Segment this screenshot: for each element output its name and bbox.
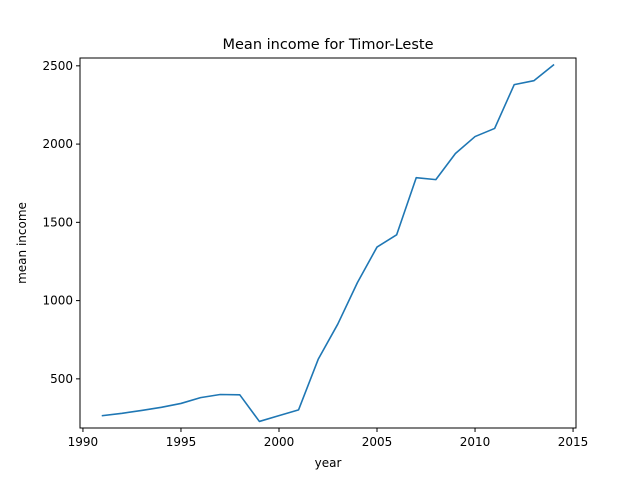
x-tick-label: 2015: [558, 435, 589, 449]
x-tick-label: 2000: [264, 435, 295, 449]
y-tick-label: 1000: [42, 294, 73, 308]
chart-title: Mean income for Timor-Leste: [223, 37, 434, 53]
x-axis: 1990 1995 2000 2005 2010 2015: [68, 428, 589, 449]
series-line: [101, 63, 555, 423]
y-axis-label: mean income: [15, 202, 29, 284]
y-axis: 500 1000 1500 2000 2500: [42, 59, 80, 386]
y-tick-label: 2000: [42, 137, 73, 151]
axes-frame: [79, 57, 577, 429]
x-tick-label: 2010: [460, 435, 491, 449]
x-axis-label: year: [315, 456, 342, 470]
plot-area: [101, 63, 555, 423]
x-tick-label: 1995: [166, 435, 197, 449]
y-tick-label: 500: [50, 372, 73, 386]
x-tick-label: 2005: [362, 435, 393, 449]
x-tick-label: 1990: [68, 435, 99, 449]
y-tick-label: 2500: [42, 59, 73, 73]
y-tick-label: 1500: [42, 215, 73, 229]
